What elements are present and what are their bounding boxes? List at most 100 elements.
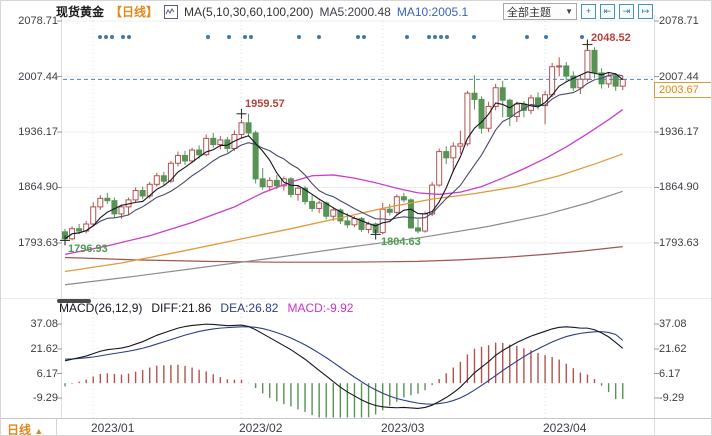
candle-body	[485, 105, 492, 129]
candle-body	[619, 78, 626, 87]
candle-body	[97, 197, 104, 208]
pan-to-start-icon[interactable]: ⇤	[600, 4, 615, 19]
candle-body	[351, 218, 358, 226]
candle-body	[584, 49, 591, 80]
candle-body	[210, 137, 217, 146]
candle-body	[450, 145, 457, 159]
candle-body	[365, 223, 372, 230]
ma60-line	[64, 153, 623, 273]
event-dot	[405, 35, 409, 39]
high-price-annotation: 1959.57	[245, 98, 285, 110]
event-dot	[427, 35, 431, 39]
event-dot	[433, 35, 437, 39]
candle-body	[245, 122, 252, 134]
dea-line	[64, 326, 624, 405]
chart-frame	[1, 15, 711, 435]
event-dot	[110, 35, 114, 39]
event-dot	[98, 35, 102, 39]
price-axis-label-left: 2078.71	[18, 15, 58, 27]
low-price-annotation: 1804.63	[381, 236, 421, 248]
high-price-annotation: 2048.52	[591, 32, 631, 44]
candle-body	[217, 139, 224, 146]
candle-body	[90, 206, 97, 225]
event-dot	[445, 35, 449, 39]
macd-axis-label-right: 37.08	[659, 318, 687, 330]
event-dot	[362, 35, 366, 39]
price-axis-label-left: 1936.17	[18, 126, 58, 138]
period-tag[interactable]: 【日线】	[110, 5, 159, 19]
candle-body	[160, 175, 167, 182]
candle-body	[252, 132, 259, 180]
ma200-line	[64, 246, 623, 263]
candle-body	[513, 103, 520, 118]
candle-body	[407, 199, 414, 229]
candle-body	[294, 187, 301, 195]
ma-indicator-icon[interactable]	[164, 4, 179, 19]
candle-body	[556, 65, 563, 68]
macd-header: MACD(26,12,9) DIFF:21.86 DEA:26.82 MACD:…	[59, 301, 353, 315]
goto-latest-icon[interactable]: ↦	[638, 4, 653, 19]
event-dot	[121, 35, 125, 39]
candle-body	[415, 227, 421, 232]
ma10-value-label: MA10:2005.1	[396, 4, 469, 19]
candle-body	[400, 196, 407, 201]
event-dot	[249, 35, 253, 39]
candle-body	[492, 87, 499, 107]
extreme-markers-layer	[60, 39, 593, 246]
period-selector-label: 日线	[7, 423, 32, 436]
moving-averages-layer	[64, 71, 624, 286]
candle-body	[535, 97, 542, 107]
time-axis-label: 2023/04	[543, 421, 587, 435]
candle-body	[302, 187, 309, 202]
triangle-up-icon: ▲	[34, 426, 44, 436]
candle-body	[266, 179, 273, 188]
event-dot	[227, 35, 231, 39]
candle-body	[379, 208, 386, 234]
event-dot	[356, 35, 360, 39]
chart-header: 现货黄金 【日线】 MA(5,10,30,60,100,200) MA5:200…	[56, 3, 468, 20]
time-axis-label: 2023/03	[381, 421, 425, 435]
candle-body	[393, 196, 400, 213]
price-axis-label-left: 2007.44	[18, 71, 58, 83]
candle-body	[76, 228, 83, 232]
candle-body	[259, 178, 266, 188]
low-price-annotation: 1796.93	[68, 243, 108, 255]
ma100-line	[64, 190, 623, 286]
candle-body	[344, 220, 351, 226]
period-selector-button[interactable]: 日线 ▲	[7, 421, 44, 436]
panel-splitter-handle[interactable]	[57, 299, 91, 303]
macd-lines-layer	[64, 323, 624, 409]
theme-dropdown[interactable]: 全部主题 ▼	[503, 3, 577, 20]
candle-body	[139, 190, 146, 197]
pan-to-end-icon[interactable]: ⇥	[619, 4, 634, 19]
theme-dropdown-label: 全部主题	[507, 6, 551, 19]
price-axis-label-left: 1864.90	[18, 181, 58, 193]
ma5-value-label: MA5:2000.48	[319, 4, 391, 19]
candle-body	[174, 154, 181, 164]
candle-body	[238, 122, 245, 135]
candle-body	[499, 87, 506, 101]
ma-settings-label[interactable]: MA(5,10,30,60,100,200)	[184, 4, 314, 19]
candle-body	[549, 66, 556, 96]
move-tool-icon[interactable]: +	[581, 4, 596, 19]
candle-body	[478, 98, 485, 129]
candle-body	[612, 75, 619, 87]
price-axis-label-right: 2078.71	[659, 15, 699, 27]
candle-body	[132, 190, 139, 201]
candle-body	[471, 92, 478, 100]
candle-body	[287, 178, 294, 195]
macd-dea-value: DEA:26.82	[220, 301, 279, 315]
candle-body	[563, 65, 570, 77]
event-dot	[439, 35, 443, 39]
event-dot	[580, 35, 584, 39]
price-axis-label-left: 1793.63	[18, 237, 58, 249]
macd-axis-label-left: 21.62	[30, 343, 58, 355]
event-dot	[206, 35, 210, 39]
candle-body	[457, 143, 464, 147]
macd-title[interactable]: MACD(26,12,9)	[59, 301, 143, 315]
macd-axis-label-right: 21.62	[659, 343, 687, 355]
time-axis-label: 2023/02	[239, 421, 283, 435]
candle-body	[182, 154, 189, 162]
